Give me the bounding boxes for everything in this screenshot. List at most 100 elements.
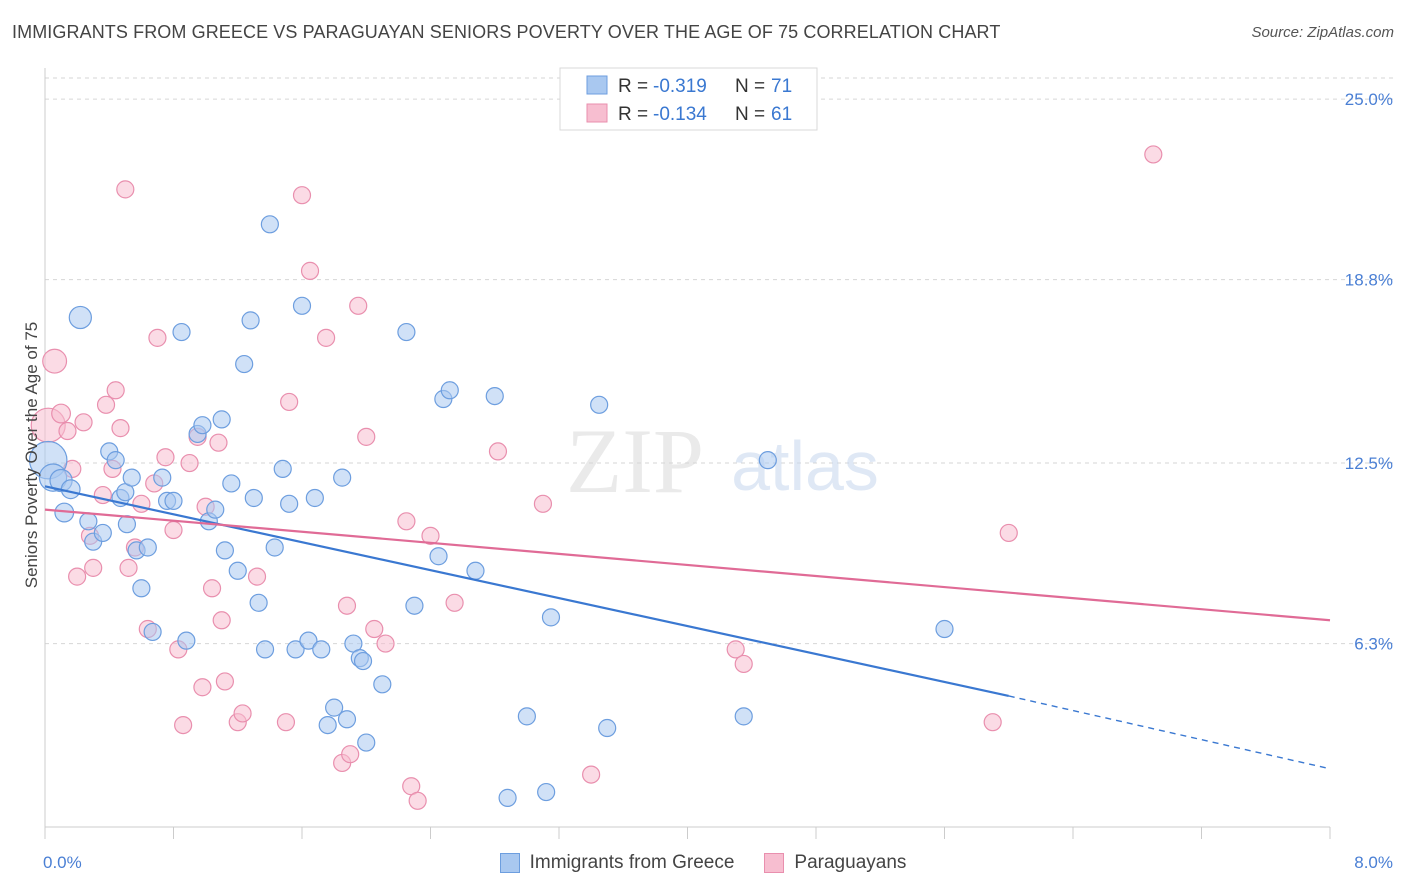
greece-point-47 <box>325 698 344 717</box>
greece-point-48 <box>333 468 352 487</box>
y-tick-label-1: 12.5% <box>1345 454 1393 473</box>
legend-r-value-1: -0.319 <box>653 76 707 97</box>
greece-point-46 <box>318 715 337 735</box>
paraguayans-point-43 <box>341 745 360 764</box>
greece-point-36 <box>255 640 275 659</box>
greece-point-62 <box>498 788 517 807</box>
paraguayans-point-5 <box>68 567 87 586</box>
paraguayans-point-54 <box>533 494 553 513</box>
greece-point-42 <box>292 296 312 315</box>
paraguayans-point-57 <box>734 654 753 674</box>
greece-point-29 <box>215 541 234 560</box>
bottom-legend-swatch-greece <box>499 853 520 873</box>
greece-point-4 <box>68 305 92 330</box>
greece-point-28 <box>212 410 231 429</box>
greece-point-40 <box>280 494 299 513</box>
greece-point-68 <box>734 707 753 726</box>
greece-point-67 <box>598 718 617 738</box>
greece-point-39 <box>273 459 292 478</box>
paraguayans-point-39 <box>300 261 320 280</box>
bottom-legend: Immigrants from Greece Paraguayans <box>0 852 1406 874</box>
greece-point-66 <box>590 395 609 414</box>
bottom-legend-label-greece: Immigrants from Greece <box>529 852 735 873</box>
greece-point-61 <box>485 386 504 406</box>
greece-point-35 <box>249 593 268 612</box>
paraguayans-point-52 <box>445 593 464 612</box>
greece-point-6 <box>79 512 98 531</box>
greece-point-65 <box>541 608 561 627</box>
x-tick-label-0: 0.0% <box>43 853 82 872</box>
paraguayans-trend-line <box>44 508 1331 622</box>
greece-point-63 <box>517 707 536 726</box>
y-tick-label-2: 18.8% <box>1345 271 1393 290</box>
paraguayans-point-38 <box>292 186 312 205</box>
greece-point-59 <box>440 381 459 400</box>
paraguayans-point-34 <box>233 704 252 723</box>
greece-point-14 <box>122 468 141 487</box>
paraguayans-point-32 <box>215 672 234 691</box>
greece-point-56 <box>405 596 424 615</box>
greece-point-38 <box>265 538 284 557</box>
greece-point-18 <box>143 622 162 642</box>
greece-point-37 <box>260 215 279 234</box>
legend-swatch-greece <box>586 75 608 95</box>
legend-r-value-2: -0.134 <box>653 104 707 125</box>
legend-n-value-1: 71 <box>771 76 792 97</box>
paraguayans-point-37 <box>280 392 299 412</box>
paraguayans-point-44 <box>349 296 368 315</box>
series-greece <box>28 215 954 807</box>
paraguayans-point-35 <box>247 567 267 586</box>
paraguayans-point-47 <box>376 634 395 653</box>
greece-point-31 <box>228 561 247 580</box>
greece-point-44 <box>305 488 324 508</box>
greece-point-70 <box>935 619 954 639</box>
paraguayans-point-27 <box>193 678 212 697</box>
paraguayans-point-1 <box>42 348 68 374</box>
paraguayans-point-31 <box>212 611 231 630</box>
paraguayans-point-22 <box>164 520 183 540</box>
legend: R = -0.319 N = 71 R = -0.134 N = 61 <box>559 67 818 131</box>
paraguayans-point-60 <box>1144 145 1163 164</box>
paraguayans-point-36 <box>276 713 296 732</box>
y-axis-label: Seniors Poverty Over the Age of 75 <box>22 322 41 588</box>
paraguayans-point-45 <box>357 427 376 446</box>
greece-point-22 <box>172 322 191 342</box>
paraguayans-point-42 <box>337 596 357 615</box>
x-tick-label-1: 8.0% <box>1354 853 1393 872</box>
paraguayans-point-3 <box>58 421 77 441</box>
paraguayans-point-13 <box>111 419 130 438</box>
greece-point-33 <box>241 311 260 330</box>
paraguayans-point-51 <box>421 526 440 545</box>
greece-point-69 <box>758 451 777 470</box>
paraguayans-point-2 <box>51 403 72 424</box>
legend-n-label-1: N = <box>735 76 765 97</box>
paraguayans-point-15 <box>119 558 138 577</box>
greece-point-10 <box>106 451 125 470</box>
y-tick-label-0: 6.3% <box>1354 635 1393 654</box>
greece-point-53 <box>357 733 376 752</box>
greece-point-21 <box>164 491 183 511</box>
paraguayans-point-50 <box>408 791 427 810</box>
paraguayans-point-17 <box>132 494 151 513</box>
legend-n-value-2: 61 <box>771 104 792 125</box>
greece-point-45 <box>312 640 331 659</box>
greece-point-30 <box>222 474 241 493</box>
greece-point-52 <box>353 651 373 671</box>
paraguayans-point-10 <box>96 395 116 414</box>
greece-point-3 <box>60 479 81 500</box>
paraguayans-point-6 <box>74 413 93 432</box>
paraguayans-point-48 <box>397 512 416 531</box>
trend-lines <box>44 485 1331 770</box>
paraguayans-point-58 <box>983 713 1002 732</box>
paraguayans-point-20 <box>148 328 167 347</box>
greece-point-34 <box>244 488 263 508</box>
watermark-zip: ZIP <box>566 410 704 512</box>
greece-point-17 <box>138 538 157 557</box>
greece-point-43 <box>299 631 318 650</box>
bottom-legend-label-paraguayans: Paraguayans <box>794 852 907 873</box>
paraguayans-point-14 <box>116 180 135 199</box>
legend-swatch-paraguayans <box>586 103 608 123</box>
greece-point-19 <box>153 468 172 487</box>
paraguayans-point-40 <box>316 328 336 347</box>
